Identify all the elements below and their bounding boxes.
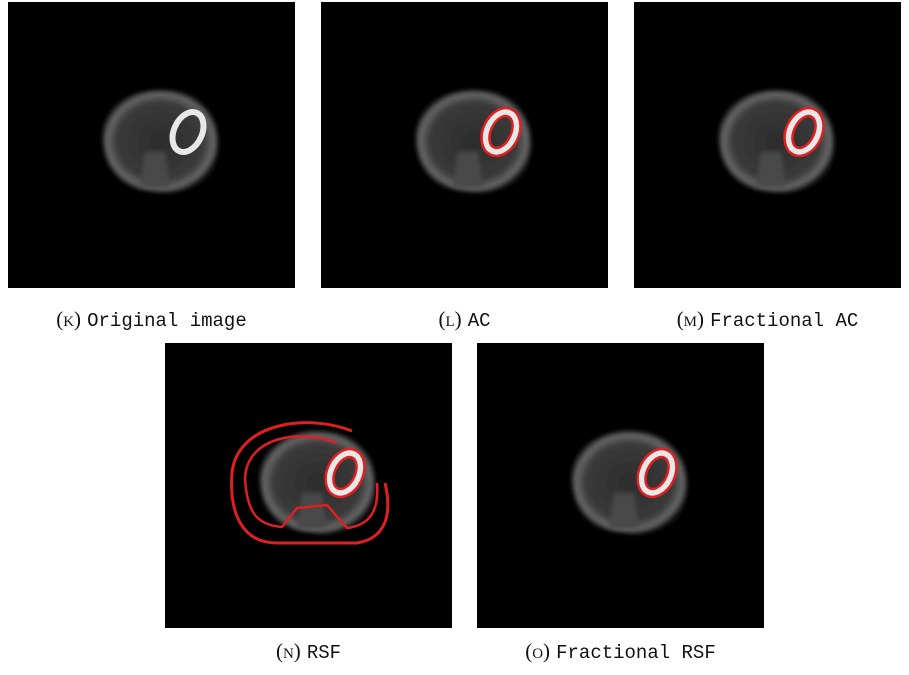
spine xyxy=(453,152,483,187)
scan-image xyxy=(165,343,452,628)
caption: (o) Fractional RSF xyxy=(441,639,801,664)
caption-text: Original image xyxy=(87,310,247,332)
spine xyxy=(609,493,639,528)
panel-label: (m) xyxy=(677,307,704,331)
scan-image xyxy=(477,343,764,628)
caption: (n) RSF xyxy=(129,639,489,664)
caption-text: Fractional AC xyxy=(710,310,858,332)
caption-text: Fractional RSF xyxy=(556,642,716,664)
caption: (m) Fractional AC xyxy=(588,307,909,332)
scan-image xyxy=(321,2,608,288)
caption-text: RSF xyxy=(307,642,341,664)
spine xyxy=(756,152,786,187)
caption-text: AC xyxy=(468,310,491,332)
panel-label: (o) xyxy=(525,639,550,663)
scan xyxy=(8,2,295,288)
panel-label: (k) xyxy=(56,307,81,331)
figure: (k) Original image (l) AC (m) Fractional A… xyxy=(0,0,909,675)
panel-label: (n) xyxy=(276,639,301,663)
scan xyxy=(477,343,764,628)
scan-image xyxy=(8,2,295,288)
scan xyxy=(321,2,608,288)
caption: (k) Original image xyxy=(0,307,332,332)
panel-label: (l) xyxy=(438,307,461,331)
spine xyxy=(140,152,170,187)
scan xyxy=(634,2,901,288)
scan-image xyxy=(634,2,901,288)
scan xyxy=(165,343,452,628)
spine xyxy=(297,493,327,528)
